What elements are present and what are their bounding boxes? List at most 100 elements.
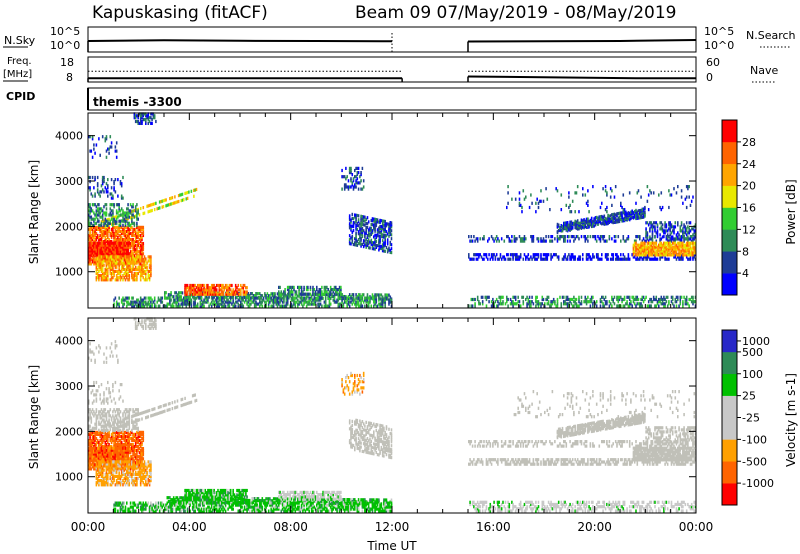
scatter-cell — [126, 229, 128, 233]
scatter-cell — [139, 119, 142, 124]
scatter-cell — [316, 285, 318, 289]
scatter-cell — [147, 118, 150, 122]
scatter-cell — [231, 290, 233, 294]
scatter-cell — [199, 283, 202, 288]
scatter-cell — [120, 269, 123, 273]
scatter-cell — [133, 261, 136, 265]
scatter-cell — [199, 302, 202, 306]
scatter-cell — [126, 253, 128, 257]
scatter-cell — [99, 249, 101, 253]
scatter-cell — [554, 237, 556, 241]
scatter-cell — [107, 276, 109, 280]
scatter-cell — [342, 302, 345, 306]
scatter-cell — [199, 292, 202, 296]
scatter-cell — [101, 175, 104, 180]
scatter-cell — [98, 227, 100, 231]
scatter-cell — [357, 218, 360, 222]
scatter-cell — [331, 288, 333, 292]
scatter-cell — [93, 243, 95, 247]
scatter-cell — [117, 194, 119, 198]
scatter-cell — [300, 296, 303, 300]
scatter-cell — [122, 247, 124, 251]
scatter-cell — [137, 225, 139, 229]
scatter-cell — [99, 257, 101, 261]
scatter-cell — [120, 300, 123, 304]
scatter-cell — [126, 276, 128, 280]
scatter-cell — [279, 294, 281, 298]
scatter-cell — [103, 271, 105, 276]
scatter-cell — [351, 234, 354, 238]
scatter-cell — [124, 271, 127, 276]
scatter-cell — [117, 231, 119, 236]
scatter-cell — [200, 298, 203, 302]
scatter-cell — [384, 249, 386, 253]
scatter-cell — [98, 203, 100, 207]
scatter-cell — [98, 249, 100, 253]
scatter-cell — [202, 300, 204, 304]
scatter-cell — [611, 237, 613, 241]
scatter-cell — [185, 197, 188, 201]
scatter-cell — [101, 213, 104, 217]
scatter-cell — [342, 296, 345, 300]
scatter-cell — [99, 267, 101, 271]
scatter-cell — [189, 302, 191, 306]
scatter-cell — [207, 288, 209, 292]
scatter-cell — [128, 263, 131, 267]
scatter-cell — [294, 304, 297, 308]
scatter-cell — [175, 296, 177, 300]
scatter-cell — [103, 276, 105, 280]
scatter-cell — [126, 219, 128, 223]
scatter-cell — [126, 238, 128, 242]
nave-tick-bottom: 0 — [706, 71, 713, 84]
scatter-cell — [139, 259, 142, 263]
scatter-cell — [293, 298, 295, 302]
scatter-cell — [289, 290, 291, 294]
nsearch-label: N.Search — [746, 29, 796, 42]
scatter-cell — [468, 253, 470, 257]
scatter-cell — [117, 211, 119, 215]
scatter-cell — [124, 221, 127, 225]
scatter-cell — [108, 238, 110, 242]
scatter-cell — [167, 302, 170, 306]
scatter-cell — [285, 302, 288, 306]
scatter-cell — [110, 235, 113, 240]
scatter-cell — [343, 298, 346, 302]
scatter-cell — [165, 304, 167, 308]
scatter-cell — [119, 271, 122, 276]
scatter-cell — [172, 298, 175, 302]
scatter-cell — [113, 186, 115, 190]
scatter-cell — [114, 229, 117, 233]
scatter-cell — [390, 300, 393, 304]
scatter-cell — [166, 203, 169, 207]
scatter-cell — [119, 213, 122, 217]
scatter-cell — [233, 304, 236, 308]
scatter-cell — [302, 296, 304, 300]
scatter-cell — [507, 304, 509, 308]
scatter-cell — [379, 304, 381, 308]
scatter-cell — [145, 257, 147, 261]
scatter-cell — [146, 116, 148, 120]
scatter-cell — [228, 292, 231, 296]
scatter-cell — [104, 219, 107, 223]
scatter-cell — [143, 304, 146, 308]
scatter-cell — [114, 265, 117, 269]
scatter-cell — [104, 211, 107, 215]
scatter-cell — [588, 210, 590, 214]
scatter-cell — [571, 199, 574, 203]
scatter-cell — [285, 298, 288, 302]
scatter-cell — [118, 205, 120, 209]
scatter-cell — [145, 263, 147, 267]
scatter-cell — [165, 198, 167, 202]
scatter-cell — [104, 217, 107, 221]
scatter-cell — [333, 292, 336, 296]
scatter-cell — [147, 259, 150, 263]
scatter-cell — [278, 290, 280, 294]
scatter-cell — [122, 253, 124, 257]
scatter-cell — [109, 251, 112, 255]
scatter-cell — [105, 233, 108, 238]
scatter-cell — [127, 243, 129, 247]
scatter-cell — [183, 198, 185, 202]
scatter-cell — [324, 296, 327, 300]
scatter-cell — [246, 286, 248, 290]
scatter-cell — [295, 292, 298, 296]
